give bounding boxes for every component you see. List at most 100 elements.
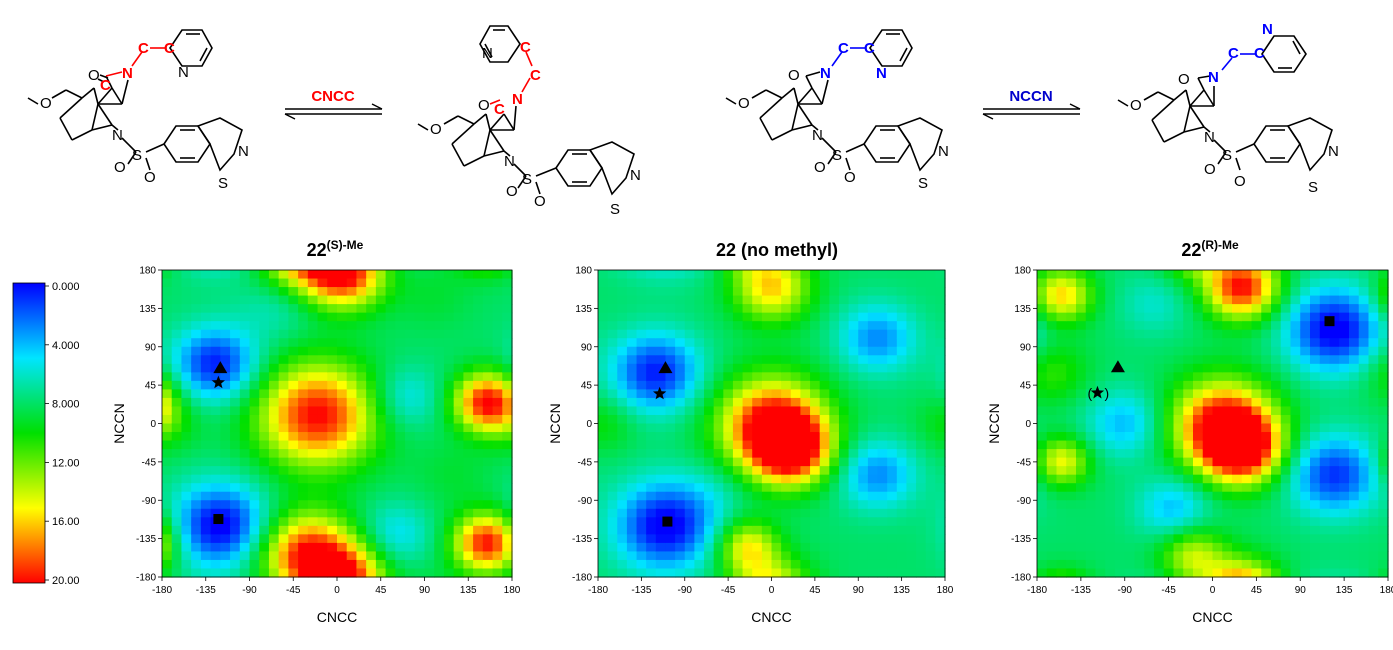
heatmap-cell (1271, 440, 1282, 450)
heatmap-cell (307, 406, 319, 416)
heatmap-cell (723, 338, 734, 348)
heatmap-cell (617, 423, 628, 433)
heatmap-cell (655, 474, 667, 484)
heatmap-cell (771, 380, 782, 390)
heatmap-cell (268, 559, 280, 570)
heatmap-cell (307, 423, 319, 433)
heatmap-cell (916, 389, 927, 399)
heatmap-cell (1319, 449, 1331, 459)
heatmap-cell (1154, 346, 1165, 356)
heatmap-cell (414, 372, 426, 382)
heatmap-cell (819, 457, 830, 467)
heatmap-cell (337, 449, 348, 459)
heatmap-cell (867, 397, 879, 408)
heatmap-cell (1173, 372, 1184, 382)
heatmap-cell (1329, 389, 1340, 399)
heatmap-cell (867, 278, 879, 288)
heatmap-cell (200, 568, 212, 578)
heatmap-cell (1319, 466, 1331, 476)
heatmap-cell (636, 423, 647, 433)
heatmap-cell (723, 457, 734, 467)
heatmap-cell (1241, 380, 1253, 390)
heatmap-cell (1124, 500, 1136, 510)
heatmap-cell (675, 449, 686, 459)
heatmap-cell (502, 534, 513, 544)
heatmap-cell (327, 466, 338, 476)
heatmap-cell (1046, 449, 1058, 459)
heatmap-cell (1046, 500, 1058, 510)
heatmap-cell (1290, 304, 1301, 314)
heatmap-cell (646, 389, 657, 399)
heatmap-cell (473, 389, 484, 399)
heatmap-cell (1329, 295, 1340, 305)
heatmap-cell (1368, 542, 1379, 553)
heatmap-cell (210, 551, 221, 561)
heatmap-cell (732, 508, 744, 518)
triangle-marker (658, 361, 673, 374)
heatmap-cell (790, 414, 802, 425)
heatmap-cell (761, 270, 773, 280)
heatmap-cell (781, 312, 792, 322)
heatmap-cell (1163, 440, 1175, 450)
heatmap-cell (307, 380, 319, 390)
heatmap-cell (723, 397, 734, 408)
heatmap-cell (443, 321, 455, 331)
heatmap-cell (829, 551, 840, 561)
heatmap-cell (1202, 312, 1214, 322)
heatmap-cell (482, 346, 494, 356)
heatmap-cell (502, 568, 513, 578)
heatmap-cell (723, 525, 734, 535)
heatmap-cell (1349, 389, 1360, 399)
heatmap-cell (838, 491, 850, 501)
heatmap-cell (1095, 525, 1106, 535)
heatmap-cell (1349, 508, 1360, 518)
heatmap-cell (935, 321, 946, 331)
heatmap-cell (1378, 414, 1389, 425)
heatmap-cell (636, 551, 647, 561)
heatmap-cell (249, 551, 260, 561)
heatmap-cell (1251, 278, 1262, 288)
heatmap-cell (1124, 508, 1136, 518)
heatmap-cell (424, 270, 435, 280)
heatmap-cell (925, 534, 936, 544)
heatmap-cell (268, 287, 280, 297)
heatmap-s-me: -180 -135 -90 -45 0 45 90 135 18018013590450-45-… (111, 238, 521, 625)
heatmap-cell (1358, 329, 1370, 339)
heatmap-cell (1271, 559, 1282, 570)
heatmap-cell (626, 380, 638, 390)
heatmap-cell (1173, 321, 1184, 331)
heatmap-cell (1144, 568, 1155, 578)
heatmap-cell (1212, 534, 1223, 544)
heatmap-cell (838, 389, 850, 399)
heatmap-cell (1222, 542, 1233, 553)
heatmap-cell (1046, 414, 1058, 425)
heatmap-cell (867, 466, 879, 476)
heatmap-cell (473, 278, 484, 288)
heatmap-cell (1183, 517, 1194, 527)
heatmap-cell (935, 380, 946, 390)
heatmap-cell (829, 295, 840, 305)
heatmap-cell (598, 372, 609, 382)
y-tick-label: -135 (572, 534, 592, 545)
heatmap-cell (1056, 355, 1067, 365)
heatmap-cell (636, 568, 647, 578)
heatmap-cell (916, 423, 927, 433)
atom-s: S (132, 147, 142, 164)
heatmap-cell (375, 270, 387, 280)
heatmap-cell (896, 551, 908, 561)
heatmap-cell (366, 534, 377, 544)
heatmap-cell (473, 449, 484, 459)
heatmap-cell (317, 551, 328, 561)
heatmap-cell (1339, 304, 1350, 314)
heatmap-cell (298, 295, 309, 305)
heatmap-cell (171, 397, 183, 408)
heatmap-cell (704, 525, 715, 535)
heatmap-cell (617, 457, 628, 467)
heatmap-cell (1183, 559, 1194, 570)
heatmap-cell (1232, 474, 1243, 484)
heatmap-cell (829, 372, 840, 382)
heatmap-cell (1251, 346, 1262, 356)
heatmap-cell (819, 372, 830, 382)
heatmap-cell (858, 355, 869, 365)
heatmap-cell (502, 508, 513, 518)
